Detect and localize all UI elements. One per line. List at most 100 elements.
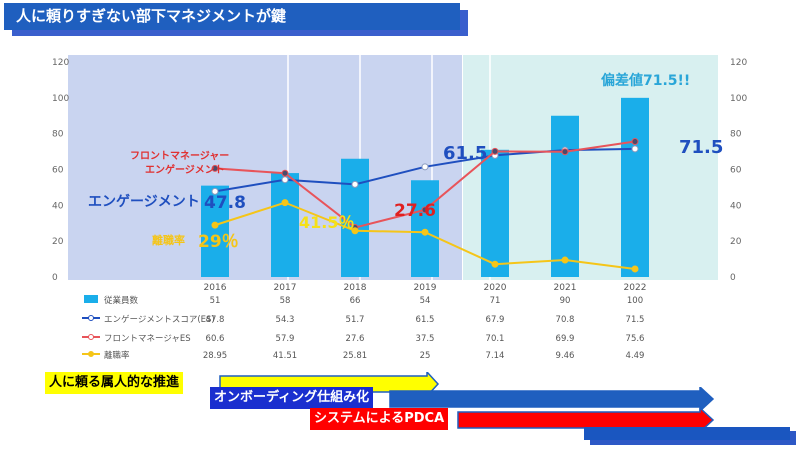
table-legend-dot-2 <box>88 334 94 340</box>
y-tick-left-60: 60 <box>52 166 64 176</box>
frontline-line-point-2019 <box>421 206 429 214</box>
y-tick-left-40: 40 <box>52 201 64 211</box>
engagement-line-point-2016 <box>211 187 219 195</box>
x-tick-2020: 2020 <box>484 283 507 293</box>
turnover-line-point-2021 <box>561 256 569 264</box>
phase-label-2: オンボーディング仕組み化 <box>210 387 374 409</box>
y-tick-left-80: 80 <box>52 130 64 140</box>
frontline-line-point-2022 <box>631 138 639 146</box>
turnover-line-point-2020 <box>491 260 499 268</box>
table-cell-0-6: 100 <box>627 296 643 306</box>
table-cell-0-0: 51 <box>210 296 221 306</box>
table-cell-0-2: 66 <box>350 296 361 306</box>
turnover-line-point-2017 <box>281 199 289 207</box>
callout-hensachi: 偏差値71.5!! <box>601 72 690 89</box>
y-tick-left-20: 20 <box>52 237 64 247</box>
table-cell-3-3: 25 <box>420 351 431 361</box>
frontline-line-point-2020 <box>491 147 499 155</box>
callout-frontline-2018: 27.6 <box>394 201 436 221</box>
callout-engagement-2019: 61.5 <box>443 143 487 164</box>
y-tick-right-20: 20 <box>730 237 742 247</box>
table-cell-1-3: 61.5 <box>416 315 435 325</box>
bar-2018 <box>341 158 369 277</box>
table-cell-2-5: 69.9 <box>556 334 575 344</box>
y-tick-right-100: 100 <box>730 94 747 104</box>
table-series-name-0: 従業員数 <box>104 295 139 306</box>
bar-2022 <box>621 97 649 277</box>
table-cell-2-1: 57.9 <box>276 334 295 344</box>
table-cell-0-1: 58 <box>280 296 291 306</box>
phase-label-1: 人に頼る属人的な推進 <box>45 372 184 394</box>
table-cell-2-4: 70.1 <box>486 334 505 344</box>
bar-2016 <box>201 185 229 277</box>
bar-2020 <box>481 149 509 277</box>
table-cell-2-2: 27.6 <box>346 334 365 344</box>
table-cell-0-3: 54 <box>420 296 431 306</box>
y-tick-left-100: 100 <box>52 94 69 104</box>
table-cell-0-4: 71 <box>490 296 501 306</box>
table-series-name-3: 離職率 <box>104 350 130 361</box>
table-cell-2-3: 37.5 <box>416 334 435 344</box>
callout-turnover-label: 離職率 <box>152 233 185 247</box>
callout-turnover-2017: 41.5％ <box>299 213 354 232</box>
phase-arrow-3: システムによるPDCA <box>310 408 715 432</box>
y-tick-left-120: 120 <box>52 58 69 68</box>
x-tick-2022: 2022 <box>624 283 647 293</box>
callout-frontline-title-2: エンゲージメント <box>145 163 225 176</box>
table-legend-symbol-0 <box>84 295 98 303</box>
decor-bar <box>584 427 790 440</box>
table-cell-0-5: 90 <box>560 296 571 306</box>
turnover-line-point-2019 <box>421 228 429 236</box>
page-title: 人に頼りすぎない部下マネジメントが鍵 <box>4 3 460 30</box>
callout-turnover-value: 29％ <box>198 232 239 252</box>
table-legend-dot-1 <box>88 315 94 321</box>
engagement-line-point-2022 <box>631 145 639 153</box>
table-legend-dot-3 <box>88 351 94 357</box>
bar-2021 <box>551 115 579 277</box>
bar-2017 <box>271 173 299 277</box>
table-cell-2-6: 75.6 <box>626 334 645 344</box>
plot-shade-left <box>68 55 462 280</box>
table-cell-3-1: 41.51 <box>273 351 297 361</box>
table-cell-3-2: 25.81 <box>343 351 367 361</box>
table-cell-1-5: 70.8 <box>556 315 575 325</box>
table-series-name-2: フロントマネージャES <box>104 334 191 344</box>
y-tick-right-80: 80 <box>730 130 742 140</box>
callout-engagement-value: 47.8 <box>204 193 246 213</box>
x-tick-2018: 2018 <box>344 283 367 293</box>
table-cell-1-0: 47.8 <box>206 315 225 325</box>
table-cell-1-6: 71.5 <box>626 315 645 325</box>
turnover-line-point-2022 <box>631 265 639 273</box>
frontline-line-point-2017 <box>281 169 289 177</box>
y-tick-right-0: 0 <box>730 273 736 283</box>
engagement-line-point-2019 <box>421 163 429 171</box>
phase-arrow-2: オンボーディング仕組み化 <box>210 387 715 411</box>
table-cell-1-2: 51.7 <box>346 315 365 325</box>
turnover-line-point-2018 <box>351 227 359 235</box>
table-cell-1-1: 54.3 <box>276 315 295 325</box>
y-tick-right-120: 120 <box>730 58 747 68</box>
turnover-line-point-2016 <box>211 221 219 229</box>
y-tick-right-40: 40 <box>730 201 742 211</box>
callout-engagement-2022: 71.5 <box>679 137 723 158</box>
x-tick-2019: 2019 <box>414 283 437 293</box>
arrow-shape-3 <box>457 408 715 432</box>
frontline-line-point-2021 <box>561 148 569 156</box>
frontline-line-point-2016 <box>211 164 219 172</box>
phase-label-3: システムによるPDCA <box>310 408 449 430</box>
engagement-line-point-2018 <box>351 180 359 188</box>
x-tick-2017: 2017 <box>274 283 297 293</box>
x-tick-2021: 2021 <box>554 283 577 293</box>
table-series-name-1: エンゲージメントスコア(ES) <box>104 314 215 325</box>
y-tick-right-60: 60 <box>730 166 742 176</box>
table-cell-3-6: 4.49 <box>626 351 645 361</box>
x-tick-2016: 2016 <box>204 283 227 293</box>
y-tick-left-0: 0 <box>52 273 58 283</box>
table-cell-3-5: 9.46 <box>556 351 575 361</box>
engagement-line-point-2017 <box>281 176 289 184</box>
table-cell-3-4: 7.14 <box>486 351 505 361</box>
bar-2019 <box>411 180 439 277</box>
table-cell-3-0: 28.95 <box>203 351 227 361</box>
table-cell-2-0: 60.6 <box>206 334 225 344</box>
